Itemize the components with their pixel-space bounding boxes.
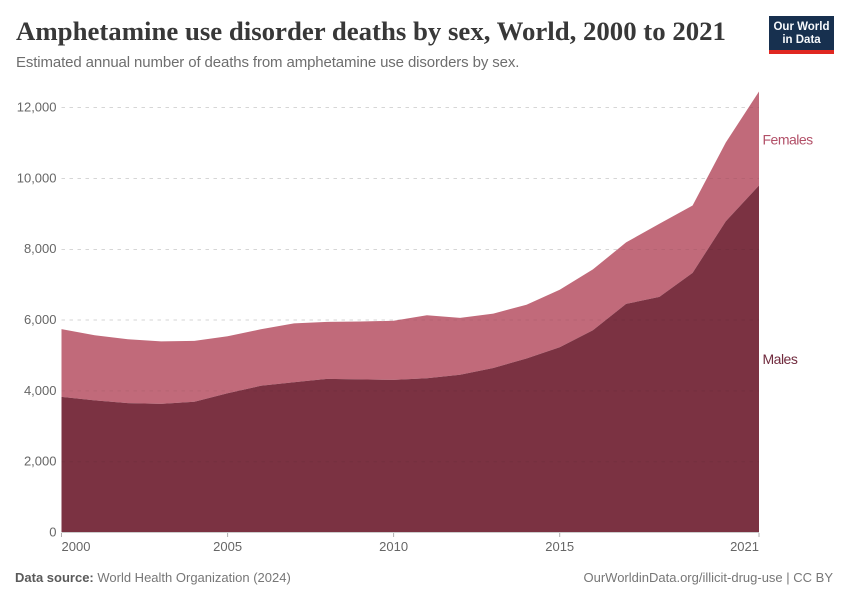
svg-text:2,000: 2,000: [24, 454, 57, 469]
svg-text:2010: 2010: [379, 539, 408, 554]
svg-text:2005: 2005: [213, 539, 242, 554]
svg-text:Females: Females: [763, 132, 814, 148]
svg-text:8,000: 8,000: [24, 241, 57, 256]
svg-text:Males: Males: [763, 351, 798, 367]
svg-text:2021: 2021: [730, 539, 759, 554]
svg-text:4,000: 4,000: [24, 383, 57, 398]
svg-text:12,000: 12,000: [17, 100, 57, 115]
svg-text:0: 0: [49, 525, 56, 540]
svg-text:6,000: 6,000: [24, 312, 57, 327]
svg-text:2000: 2000: [62, 539, 91, 554]
svg-text:2015: 2015: [545, 539, 574, 554]
svg-text:10,000: 10,000: [17, 170, 57, 185]
